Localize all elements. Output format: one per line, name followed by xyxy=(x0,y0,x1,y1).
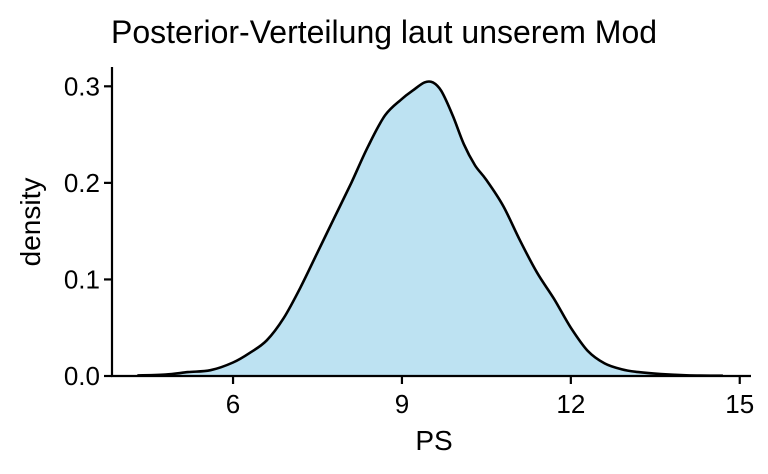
y-tick-label: 0.3 xyxy=(64,71,100,101)
density-area xyxy=(137,81,723,377)
x-axis-label: PS xyxy=(415,425,452,456)
x-tick-label: 15 xyxy=(725,389,754,419)
density-line xyxy=(137,80,723,377)
x-ticks: 6 9 12 15 xyxy=(226,376,754,419)
y-tick-label: 0.0 xyxy=(64,361,100,391)
x-tick-label: 9 xyxy=(395,389,409,419)
x-tick-label: 12 xyxy=(556,389,585,419)
y-tick-label: 0.1 xyxy=(64,264,100,294)
plot-area xyxy=(137,80,723,377)
y-tick-label: 0.2 xyxy=(64,168,100,198)
y-ticks: 0.0 0.1 0.2 0.3 xyxy=(64,71,112,391)
x-tick-label: 6 xyxy=(226,389,240,419)
chart-title: Posterior-Verteilung laut unserem Mod xyxy=(111,14,657,50)
y-axis-label: density xyxy=(15,178,46,267)
